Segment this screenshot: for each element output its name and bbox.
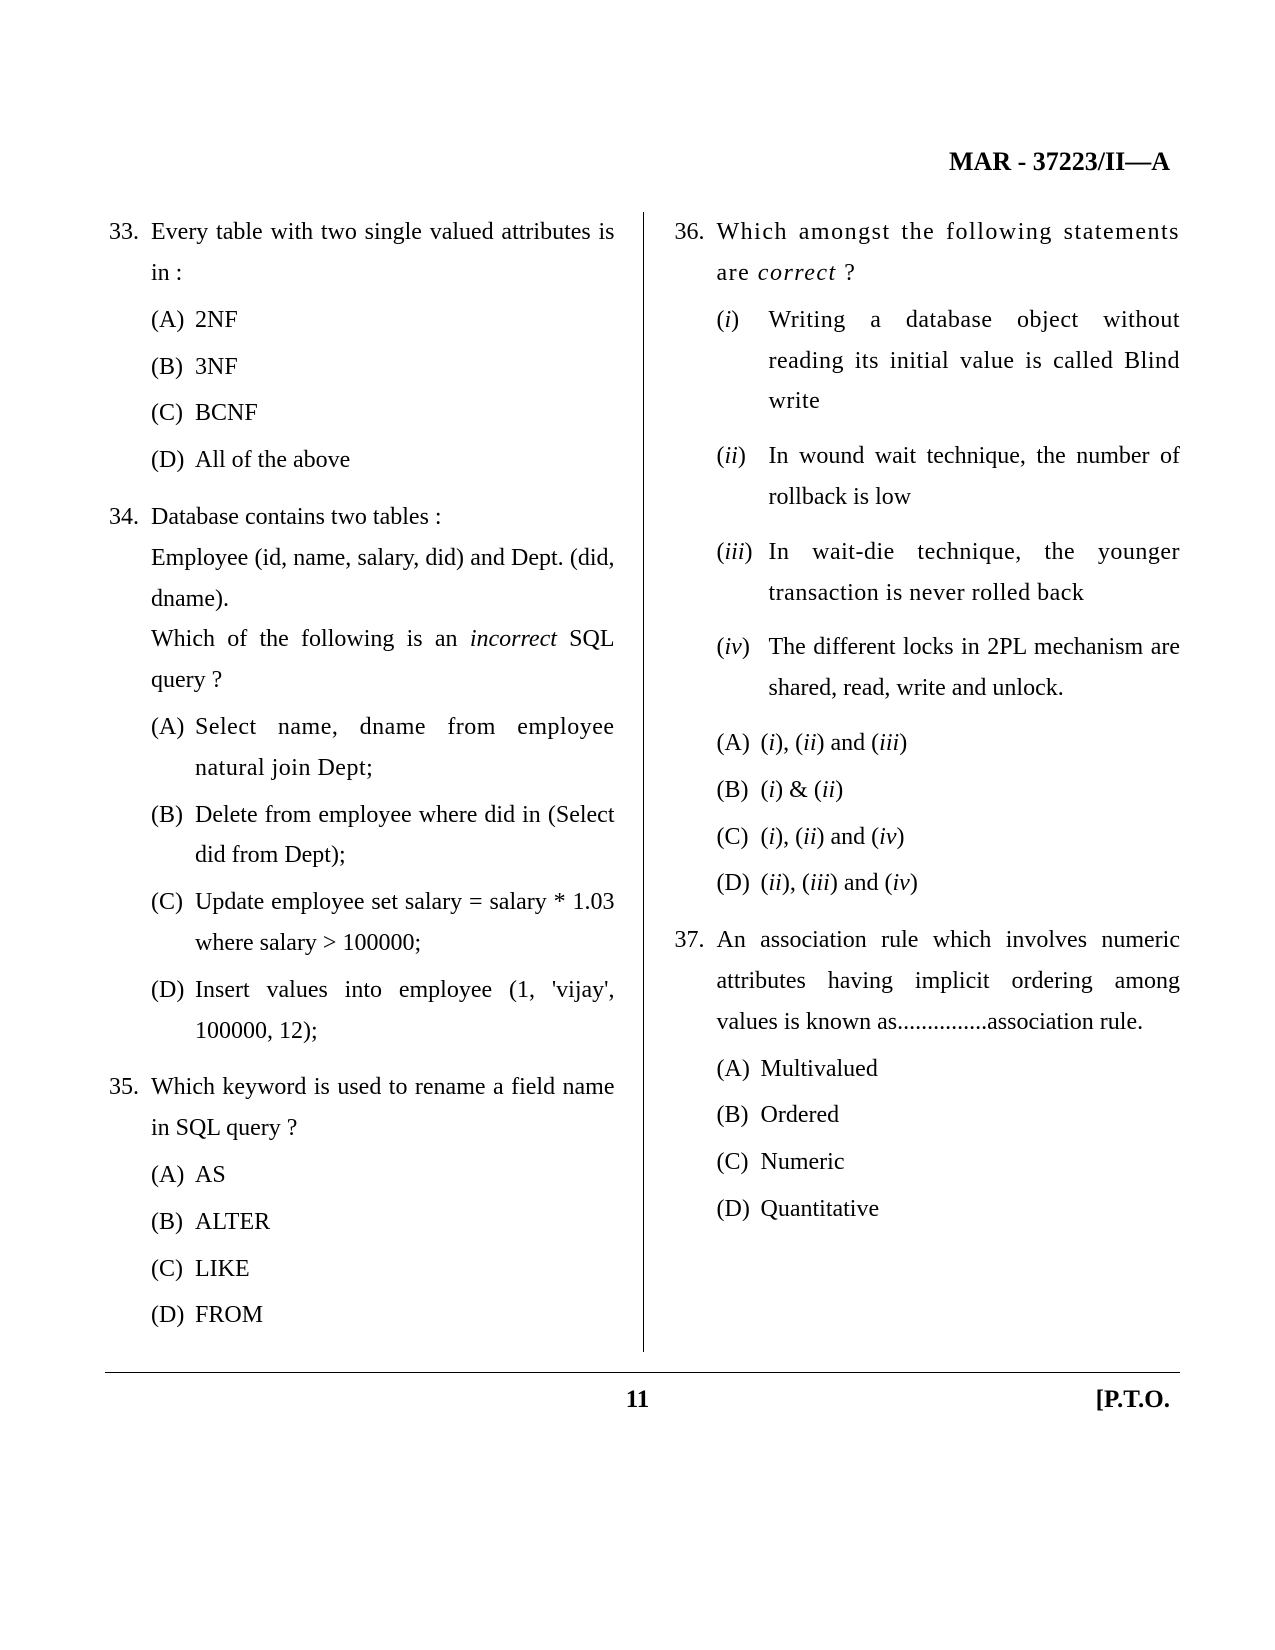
question-36: 36. Which amongst the following statemen…: [671, 212, 1181, 910]
option-a: (A)(i), (ii) and (iii): [717, 723, 1181, 764]
option-c: (C)BCNF: [151, 393, 615, 434]
question-number: 34.: [105, 497, 151, 1057]
left-column: 33. Every table with two single valued a…: [105, 212, 643, 1352]
option-a: (A)2NF: [151, 300, 615, 341]
statement-iv: (iv)The different locks in 2PL mechanism…: [717, 627, 1181, 709]
option-b: (B)Delete from employee where did in (Se…: [151, 795, 615, 877]
question-number: 33.: [105, 212, 151, 487]
options-list: (A)(i), (ii) and (iii) (B)(i) & (ii) (C)…: [717, 723, 1181, 904]
column-divider: [643, 212, 644, 1352]
question-body: Which amongst the following statements a…: [717, 212, 1181, 910]
question-number: 36.: [671, 212, 717, 910]
option-d: (D)Quantitative: [717, 1189, 1181, 1230]
paper-code: MAR - 37223/II—A: [105, 140, 1180, 184]
option-b: (B)3NF: [151, 347, 615, 388]
question-number: 35.: [105, 1067, 151, 1342]
options-list: (A)2NF (B)3NF (C)BCNF (D)All of the abov…: [151, 300, 615, 481]
question-37: 37. An association rule which involves n…: [671, 920, 1181, 1236]
exam-page: MAR - 37223/II—A 33. Every table with tw…: [0, 0, 1275, 1482]
question-body: An association rule which involves numer…: [717, 920, 1181, 1236]
option-c: (C)Numeric: [717, 1142, 1181, 1183]
options-list: (A)Select name, dname from employee natu…: [151, 707, 615, 1051]
question-35: 35. Which keyword is used to rename a fi…: [105, 1067, 615, 1342]
statement-ii: (ii)In wound wait technique, the number …: [717, 436, 1181, 518]
option-a: (A)Multivalued: [717, 1049, 1181, 1090]
statements-list: (i)Writing a database object without rea…: [717, 300, 1181, 709]
option-d: (D)FROM: [151, 1295, 615, 1336]
option-a: (A)AS: [151, 1155, 615, 1196]
option-d: (D)Insert values into employee (1, 'vija…: [151, 970, 615, 1052]
question-body: Which keyword is used to rename a field …: [151, 1067, 615, 1342]
question-body: Every table with two single valued attri…: [151, 212, 615, 487]
question-body: Database contains two tables : Employee …: [151, 497, 615, 1057]
question-text: An association rule which involves numer…: [717, 920, 1181, 1042]
question-text: Every table with two single valued attri…: [151, 212, 615, 294]
option-c: (C)LIKE: [151, 1249, 615, 1290]
options-list: (A)AS (B)ALTER (C)LIKE (D)FROM: [151, 1155, 615, 1336]
page-footer: 11 [P.T.O.: [105, 1373, 1180, 1422]
question-number: 37.: [671, 920, 717, 1236]
option-d: (D)(ii), (iii) and (iv): [717, 863, 1181, 904]
options-list: (A)Multivalued (B)Ordered (C)Numeric (D)…: [717, 1049, 1181, 1230]
question-text: Which keyword is used to rename a field …: [151, 1067, 615, 1149]
option-a: (A)Select name, dname from employee natu…: [151, 707, 615, 789]
option-c: (C)(i), (ii) and (iv): [717, 817, 1181, 858]
option-b: (B)Ordered: [717, 1095, 1181, 1136]
question-columns: 33. Every table with two single valued a…: [105, 212, 1180, 1352]
question-33: 33. Every table with two single valued a…: [105, 212, 615, 487]
statement-iii: (iii)In wait-die technique, the younger …: [717, 532, 1181, 614]
page-number: 11: [626, 1379, 650, 1422]
question-34: 34. Database contains two tables : Emplo…: [105, 497, 615, 1057]
pto-label: [P.T.O.: [1096, 1379, 1170, 1422]
question-text: Database contains two tables : Employee …: [151, 497, 615, 701]
option-b: (B)(i) & (ii): [717, 770, 1181, 811]
question-text: Which amongst the following statements a…: [717, 212, 1181, 294]
option-b: (B)ALTER: [151, 1202, 615, 1243]
right-column: 36. Which amongst the following statemen…: [643, 212, 1181, 1352]
option-c: (C)Update employee set salary = salary *…: [151, 882, 615, 964]
option-d: (D)All of the above: [151, 440, 615, 481]
statement-i: (i)Writing a database object without rea…: [717, 300, 1181, 422]
